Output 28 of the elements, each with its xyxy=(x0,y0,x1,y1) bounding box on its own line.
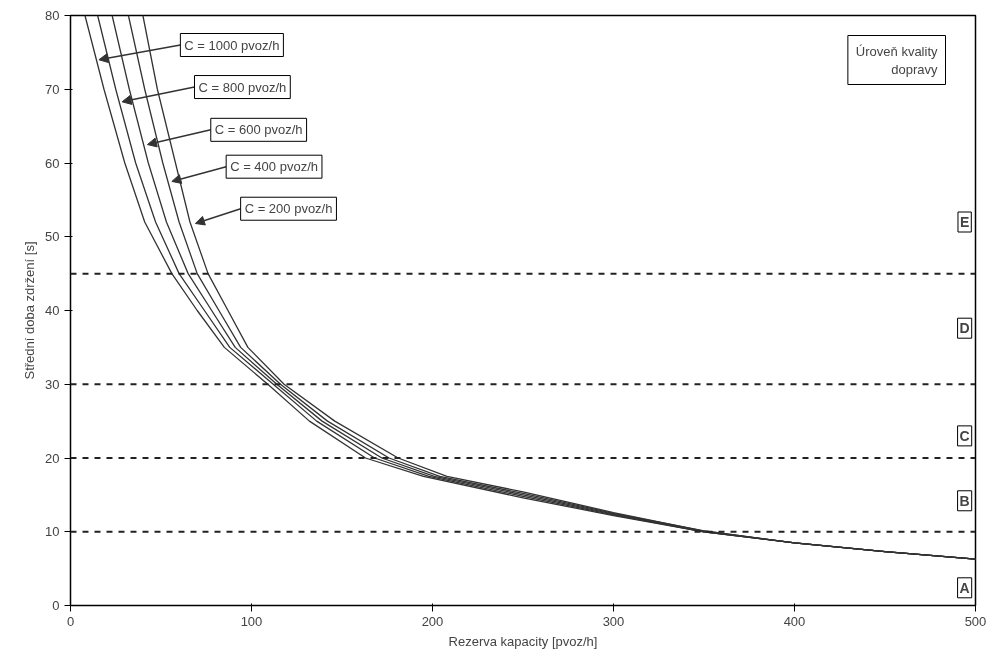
x-tick-label: 500 xyxy=(964,613,987,629)
y-axis-title: Střední doba zdržení [s] xyxy=(22,241,38,380)
x-tick-label: 300 xyxy=(602,613,625,629)
annotation: C = 800 pvoz/h xyxy=(198,79,287,95)
annotation: D xyxy=(959,320,970,337)
x-tick-label: 100 xyxy=(240,613,263,629)
annotation: C = 1000 pvoz/h xyxy=(184,37,280,53)
annotation: C xyxy=(959,427,970,444)
y-tick-label: 20 xyxy=(45,450,60,466)
y-tick-label: 10 xyxy=(45,524,60,540)
annotation: Úroveň kvality dopravy xyxy=(855,43,938,77)
x-tick-label: 200 xyxy=(421,613,444,629)
annotation: C = 400 pvoz/h xyxy=(230,159,318,175)
y-tick-label: 80 xyxy=(45,8,60,23)
annotation: E xyxy=(959,214,970,230)
x-axis-title: Rezerva kapacity [pvoz/h] xyxy=(448,633,598,649)
y-tick-label: 70 xyxy=(45,81,60,97)
annotation: C = 200 pvoz/h xyxy=(244,201,333,217)
y-tick-label: 40 xyxy=(45,303,60,318)
y-tick-label: 60 xyxy=(45,155,60,171)
annotation: A xyxy=(959,579,970,596)
annotation: C = 600 pvoz/h xyxy=(214,122,303,138)
annotation: B xyxy=(959,492,970,509)
x-tick-label: 400 xyxy=(783,613,806,629)
y-tick-label: 50 xyxy=(45,229,60,245)
y-tick-label: 0 xyxy=(52,598,60,613)
x-tick-label: 0 xyxy=(66,613,75,629)
y-tick-label: 30 xyxy=(45,376,60,392)
